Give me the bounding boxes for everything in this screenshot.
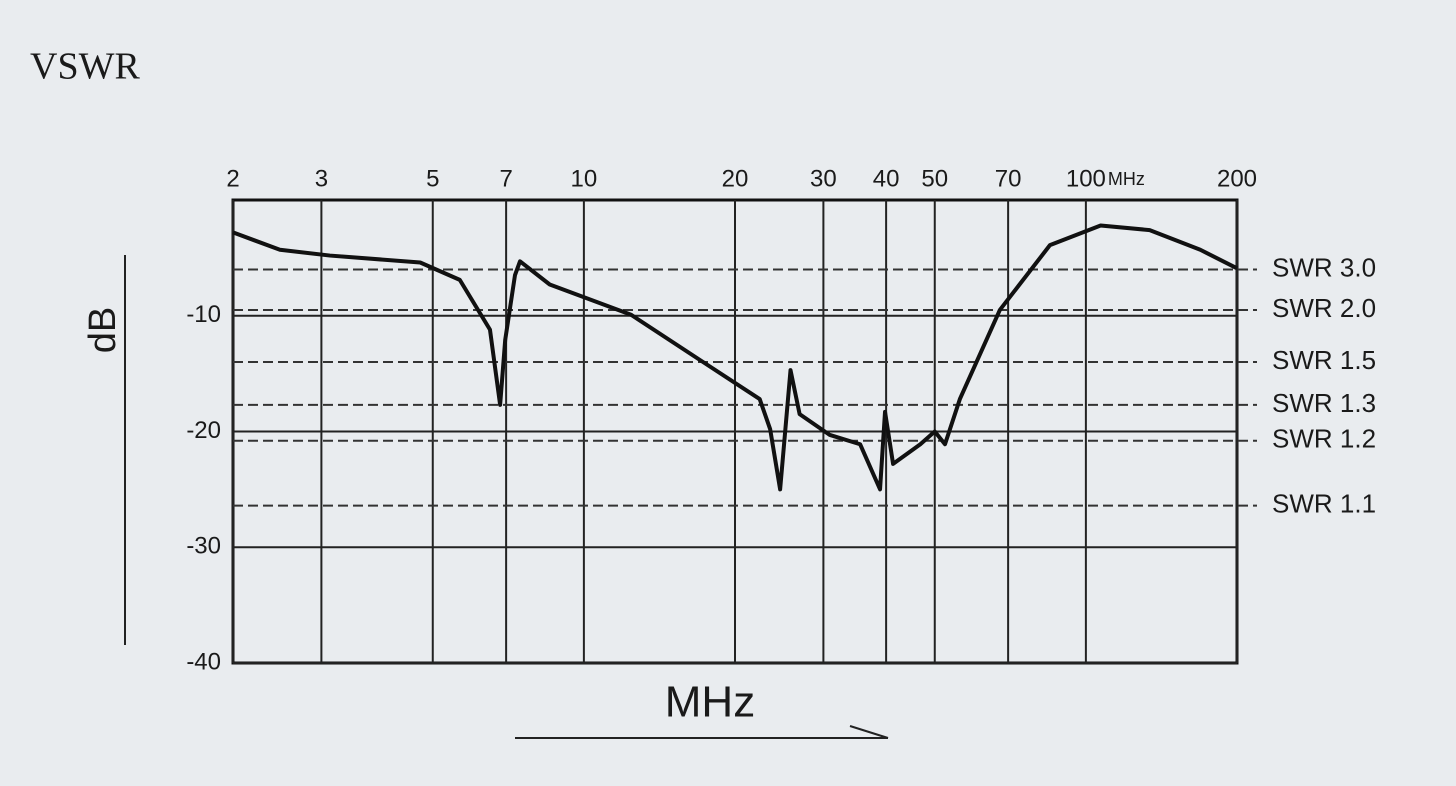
y-tick-label: -10 xyxy=(186,301,221,328)
swr-label: SWR 1.1 xyxy=(1272,488,1376,518)
x-axis-label: MHz xyxy=(665,678,755,727)
x-tick-label: 2 xyxy=(226,165,239,192)
vswr-curve xyxy=(232,223,1238,492)
x-tick-label: 40 xyxy=(873,165,900,192)
y-tick-label: -40 xyxy=(186,648,221,675)
swr-label: SWR 2.0 xyxy=(1272,293,1376,323)
chart-title: VSWR xyxy=(30,46,140,88)
x-tick-label: 7 xyxy=(499,165,512,192)
x-tick-label: 50 xyxy=(921,165,948,192)
y-tick-label: -20 xyxy=(186,417,221,444)
swr-label: SWR 3.0 xyxy=(1272,252,1376,282)
y-tick-label: -30 xyxy=(186,533,221,560)
swr-label: SWR 1.3 xyxy=(1272,388,1376,418)
x-tick-label: 20 xyxy=(722,165,749,192)
swr-label: SWR 1.2 xyxy=(1272,424,1376,454)
x-tick-label: 5 xyxy=(426,165,439,192)
x-axis-arrowhead xyxy=(849,725,889,739)
x-tick-label: 200 xyxy=(1217,165,1257,192)
x-unit-label: MHz xyxy=(1108,169,1145,189)
x-tick-label: 30 xyxy=(810,165,837,192)
x-tick-label: 10 xyxy=(571,165,598,192)
x-tick-label: 70 xyxy=(995,165,1022,192)
x-tick-label: 100 xyxy=(1066,165,1106,192)
x-tick-label: 3 xyxy=(315,165,328,192)
y-axis-label: dB xyxy=(82,307,124,353)
swr-label: SWR 1.5 xyxy=(1272,345,1376,375)
